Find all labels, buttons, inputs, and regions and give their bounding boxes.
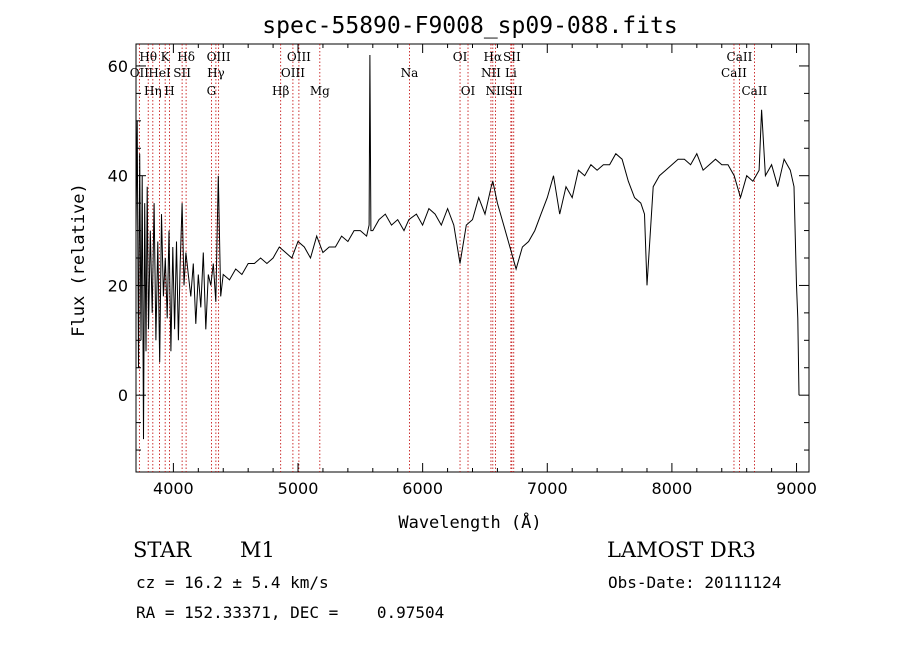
line-label-OI: OI xyxy=(461,84,476,98)
line-label-OIII: OIII xyxy=(287,50,311,64)
redshift-info: cz = 16.2 ± 5.4 km/s xyxy=(136,573,329,592)
x-tick-label: 4000 xyxy=(153,479,194,498)
line-label-NII: NII xyxy=(485,84,505,98)
y-tick-label: 60 xyxy=(108,57,128,76)
object-subclass: M1 xyxy=(240,538,275,562)
line-label-CaII: CaII xyxy=(721,66,747,80)
line-label-Hα: Hα xyxy=(484,50,503,64)
y-axis-label: Flux (relative) xyxy=(69,183,89,337)
x-tick-label: 5000 xyxy=(278,479,319,498)
observation-date: Obs-Date: 20111124 xyxy=(608,573,782,592)
line-label-OII: OII xyxy=(130,66,150,80)
line-label-Mg: Mg xyxy=(310,84,330,98)
line-label-Hη: Hη xyxy=(144,84,162,98)
chart-title: spec-55890-F9008_sp09-088.fits xyxy=(262,13,677,39)
line-label-Na: Na xyxy=(401,66,419,80)
x-axis-label: Wavelength (Å) xyxy=(398,511,541,533)
x-tick-label: 7000 xyxy=(527,479,568,498)
plot-frame xyxy=(135,43,810,473)
line-label-SII: SII xyxy=(505,84,523,98)
emission-line-markers xyxy=(138,44,755,472)
line-label-G: G xyxy=(207,84,217,98)
line-label-CaII: CaII xyxy=(727,50,753,64)
line-label-CaII: CaII xyxy=(741,84,767,98)
y-tick-label: 0 xyxy=(118,386,128,405)
line-label-SII: SII xyxy=(503,50,521,64)
line-label-Hβ: Hβ xyxy=(272,84,289,98)
line-label-OIII: OIII xyxy=(207,50,231,64)
line-label-SII: SII xyxy=(173,66,191,80)
line-label-H: H xyxy=(164,84,174,98)
object-class: STAR xyxy=(133,538,192,562)
spectrum-series-line xyxy=(135,54,800,440)
line-label-OI: OI xyxy=(453,50,468,64)
coordinates: RA = 152.33371, DEC = 0.97504 xyxy=(136,603,445,622)
x-axis-ticks: 4000 5000 6000 7000 8000 9000 xyxy=(153,44,817,498)
line-label-NII: NII xyxy=(481,66,501,80)
y-axis-ticks: 0 20 40 60 xyxy=(108,57,809,451)
y-tick-label: 40 xyxy=(108,167,128,186)
line-label-OIII: OIII xyxy=(281,66,305,80)
x-tick-label: 6000 xyxy=(402,479,443,498)
line-label-Hθ: Hθ xyxy=(139,50,157,64)
x-tick-label: 9000 xyxy=(776,479,817,498)
line-label-K: K xyxy=(161,50,171,64)
x-tick-label: 8000 xyxy=(652,479,693,498)
line-label-Hγ: Hγ xyxy=(207,66,225,80)
y-tick-label: 20 xyxy=(108,276,128,295)
line-label-HeI: HeI xyxy=(148,66,171,80)
line-label-Li: Li xyxy=(505,66,517,80)
line-label-Hδ: Hδ xyxy=(177,50,195,64)
survey-name: LAMOST DR3 xyxy=(607,538,756,562)
emission-line-labels: OII Hθ HeI Hη K H SII Hδ OIII Hγ G Hβ OIII OIII Mg Na OI… xyxy=(130,50,768,98)
